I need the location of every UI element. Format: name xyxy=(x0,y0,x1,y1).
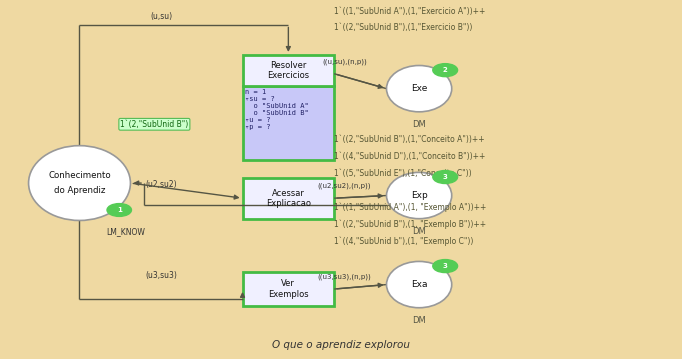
Text: 1`(2,"SubUnid B"): 1`(2,"SubUnid B") xyxy=(120,120,188,129)
Circle shape xyxy=(107,204,132,216)
Text: Resolver
Exercicios: Resolver Exercicios xyxy=(267,61,310,80)
Text: DM: DM xyxy=(412,227,426,236)
Text: Exa: Exa xyxy=(411,280,428,289)
FancyBboxPatch shape xyxy=(243,178,334,219)
Circle shape xyxy=(433,260,458,272)
Text: n = 1
▿su = ?
  o "SubUnid A"
  o "SubUnid B"
▿u = ?
▿p = ?: n = 1 ▿su = ? o "SubUnid A" o "SubUnid B… xyxy=(246,89,309,130)
Text: Conhecimento: Conhecimento xyxy=(48,171,110,180)
Text: 1: 1 xyxy=(117,207,121,213)
Circle shape xyxy=(433,64,458,76)
Text: Ver
Exemplos: Ver Exemplos xyxy=(268,279,309,299)
Text: ((u3,su3),(n,p)): ((u3,su3),(n,p)) xyxy=(318,274,371,280)
Text: 2: 2 xyxy=(443,67,447,73)
Text: 1`((5,"SubUnid E"),(1,"Conceito C")): 1`((5,"SubUnid E"),(1,"Conceito C")) xyxy=(334,169,472,178)
Text: Exe: Exe xyxy=(411,84,428,93)
Text: ((u,su),(n,p)): ((u,su),(n,p)) xyxy=(322,58,367,65)
Text: ((u2,su2),(n,p)): ((u2,su2),(n,p)) xyxy=(318,183,371,189)
Text: 3: 3 xyxy=(443,263,447,269)
FancyBboxPatch shape xyxy=(243,55,334,87)
Text: 1`((2,"SubUnid B"),(1,"Conceito A"))++: 1`((2,"SubUnid B"),(1,"Conceito A"))++ xyxy=(334,135,485,144)
Text: O que o aprendiz explorou: O que o aprendiz explorou xyxy=(272,340,410,350)
Text: (u2,su2): (u2,su2) xyxy=(145,180,177,189)
Text: DM: DM xyxy=(412,316,426,325)
Text: do Aprendiz: do Aprendiz xyxy=(54,186,105,195)
Text: 1`((1,"SubUnid A"),(1, "Exemplo A"))++: 1`((1,"SubUnid A"),(1, "Exemplo A"))++ xyxy=(334,202,486,212)
Text: 1`((1,"SubUnid A"),(1,"Exercicio A"))++: 1`((1,"SubUnid A"),(1,"Exercicio A"))++ xyxy=(334,7,486,16)
Ellipse shape xyxy=(387,172,451,219)
Text: Exp: Exp xyxy=(411,191,428,200)
Text: (u3,su3): (u3,su3) xyxy=(145,271,177,280)
Ellipse shape xyxy=(29,146,130,220)
Text: 1`((4,"SubUnid b"),(1, "Exemplo C")): 1`((4,"SubUnid b"),(1, "Exemplo C")) xyxy=(334,237,473,246)
Text: (u,su): (u,su) xyxy=(150,12,172,21)
Text: 1`((2,"SubUnid B"),(1,"Exercicio B")): 1`((2,"SubUnid B"),(1,"Exercicio B")) xyxy=(334,23,473,32)
FancyBboxPatch shape xyxy=(243,87,334,160)
Ellipse shape xyxy=(387,65,451,112)
FancyBboxPatch shape xyxy=(243,272,334,306)
Text: LM_KNOW: LM_KNOW xyxy=(106,227,145,236)
Text: Acessar
Explicacao: Acessar Explicacao xyxy=(266,188,311,208)
Ellipse shape xyxy=(387,261,451,308)
Circle shape xyxy=(433,171,458,183)
Text: 3: 3 xyxy=(443,174,447,180)
Text: 1`((4,"SubUnid D"),(1,"Conceito B"))++: 1`((4,"SubUnid D"),(1,"Conceito B"))++ xyxy=(334,152,486,161)
Text: DM: DM xyxy=(412,120,426,129)
Text: 1`((2,"SubUnid B"),(1, "Exemplo B"))++: 1`((2,"SubUnid B"),(1, "Exemplo B"))++ xyxy=(334,220,486,229)
